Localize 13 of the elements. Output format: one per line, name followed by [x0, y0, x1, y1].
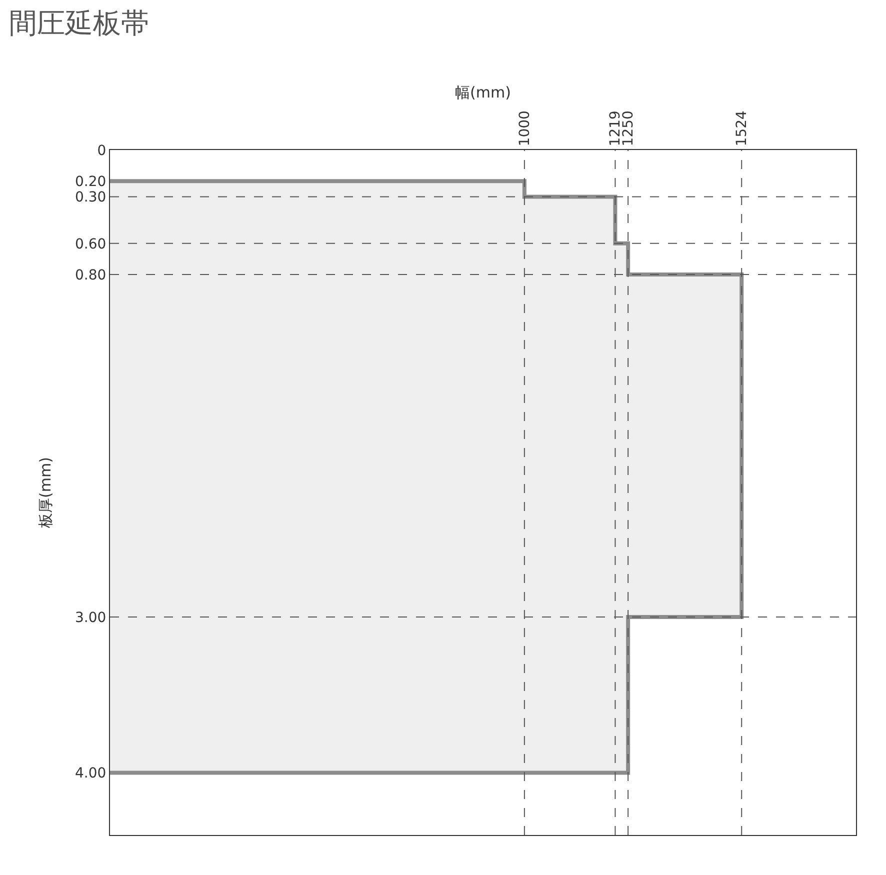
y-tick-label: 4.00 [75, 766, 106, 782]
y-axis-title: 板厚(mm) [36, 457, 54, 529]
y-tick-label: 0 [97, 142, 106, 159]
y-tick-label: 0.30 [75, 190, 106, 206]
x-tick-label: 1524 [734, 110, 750, 146]
y-tick-label: 0.60 [75, 236, 106, 252]
x-tick-label: 1000 [516, 110, 533, 146]
chart-title: 間圧延板帯 [8, 6, 149, 40]
x-tick-label: 1250 [620, 110, 637, 146]
y-tick-label: 3.00 [75, 610, 106, 626]
y-tick-label: 0.80 [75, 267, 106, 284]
x-axis-title: 幅(mm) [455, 84, 511, 102]
y-tick-label: 0.20 [75, 174, 106, 190]
